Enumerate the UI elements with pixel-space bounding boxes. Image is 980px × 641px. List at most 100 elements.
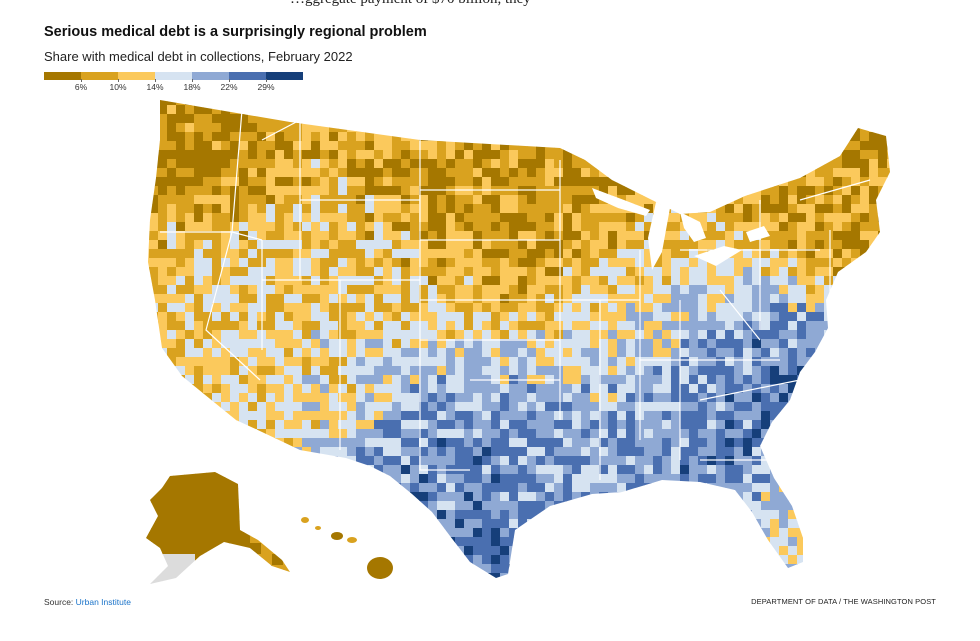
county-cell (419, 132, 429, 142)
county-cell (707, 186, 717, 196)
county-cell (662, 456, 672, 466)
county-cell (437, 420, 447, 430)
county-cell (140, 587, 151, 598)
county-cell (311, 150, 321, 160)
county-cell (851, 456, 861, 466)
county-cell (383, 474, 393, 484)
county-cell (581, 159, 591, 169)
county-cell (554, 249, 564, 259)
county-cell (869, 411, 879, 421)
county-cell (266, 285, 276, 295)
county-cell (689, 501, 699, 511)
county-cell (590, 528, 600, 538)
county-cell (176, 114, 186, 124)
county-cell (608, 384, 618, 394)
county-cell (167, 177, 177, 187)
county-cell (149, 249, 159, 259)
county-cell (815, 501, 825, 511)
county-cell (500, 366, 510, 376)
county-cell (203, 249, 213, 259)
county-cell (500, 393, 510, 403)
county-cell (599, 321, 609, 331)
county-cell (896, 222, 905, 231)
county-cell (824, 492, 834, 502)
county-cell (338, 438, 348, 448)
county-cell (347, 132, 357, 142)
county-cell (833, 222, 843, 232)
county-cell (228, 477, 240, 489)
county-cell (824, 213, 834, 223)
county-cell (365, 177, 375, 187)
county-cell (545, 249, 555, 259)
county-cell (302, 276, 312, 286)
county-cell (806, 429, 816, 439)
county-cell (149, 330, 159, 340)
county-cell (302, 456, 312, 466)
county-cell (464, 375, 474, 385)
county-cell (527, 186, 537, 196)
county-cell (149, 582, 158, 591)
county-cell (293, 159, 303, 169)
county-cell (338, 402, 348, 412)
county-cell (173, 532, 185, 544)
county-cell (770, 537, 780, 547)
county-cell (455, 366, 465, 376)
county-cell (788, 537, 798, 547)
county-cell (167, 393, 177, 403)
county-cell (536, 501, 546, 511)
county-cell (770, 132, 780, 142)
legend-swatch (266, 72, 303, 80)
county-cell (419, 231, 429, 241)
county-cell (806, 213, 816, 223)
county-cell (842, 294, 852, 304)
source-link[interactable]: Urban Institute (75, 597, 131, 607)
county-cell (671, 501, 681, 511)
county-cell (860, 501, 870, 511)
county-cell (239, 285, 249, 295)
county-cell (158, 132, 168, 142)
county-cell (320, 123, 330, 133)
county-cell (626, 375, 636, 385)
county-cell (446, 303, 456, 313)
county-cell (554, 411, 564, 421)
county-cell (212, 186, 222, 196)
county-cell (806, 357, 816, 367)
county-cell (383, 222, 393, 232)
county-cell (770, 555, 780, 565)
county-cell (194, 231, 204, 241)
county-cell (338, 285, 348, 295)
county-cell (437, 348, 447, 358)
county-cell (167, 339, 177, 349)
county-cell (842, 114, 852, 124)
county-cell (725, 429, 735, 439)
county-cell (473, 249, 483, 259)
county-cell (194, 294, 204, 304)
county-cell (527, 411, 537, 421)
county-cell (206, 472, 218, 478)
county-cell (815, 339, 825, 349)
legend-tick-mark (155, 79, 156, 82)
county-cell (392, 132, 402, 142)
county-cell (878, 195, 888, 205)
county-cell (320, 312, 330, 322)
county-cell (671, 411, 681, 421)
county-cell (428, 231, 438, 241)
county-cell (320, 537, 330, 547)
county-cell (149, 357, 159, 367)
county-cell (536, 492, 546, 502)
county-cell (473, 492, 483, 502)
county-cell (725, 384, 735, 394)
county-cell (536, 123, 546, 133)
county-cell (473, 393, 483, 403)
county-cell (851, 519, 861, 529)
county-cell (185, 429, 195, 439)
county-cell (662, 204, 672, 214)
county-cell (554, 303, 564, 313)
county-cell (536, 285, 546, 295)
county-cell (698, 393, 708, 403)
county-cell (842, 285, 852, 295)
county-cell (725, 114, 735, 124)
county-cell (842, 357, 852, 367)
county-cell (590, 321, 600, 331)
county-cell (626, 537, 636, 547)
